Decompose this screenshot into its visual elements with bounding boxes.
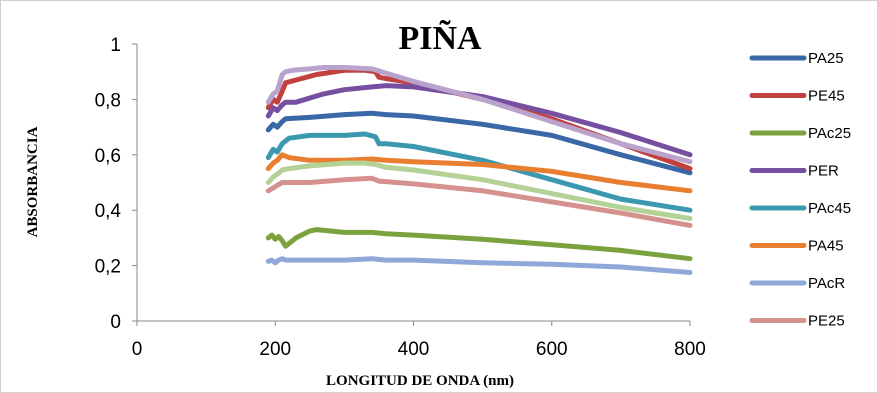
legend: PA25 PE45 PAc25 PER PAc45 PA45 PAcR PE25 xyxy=(749,50,851,330)
y-tick-label: 0,4 xyxy=(95,201,122,222)
series-line-pe25 xyxy=(265,175,693,228)
x-tick-label: 200 xyxy=(259,339,291,360)
series-line-pa25 xyxy=(265,110,693,176)
legend-label-pe25: PE25 xyxy=(808,313,845,330)
x-tick-label: 800 xyxy=(674,339,706,360)
x-tick-label: 600 xyxy=(536,339,568,360)
x-tick-label: 0 xyxy=(132,339,143,360)
legend-label-pac45: PAc45 xyxy=(808,200,851,217)
legend-label-per: PER xyxy=(808,163,839,180)
legend-label-pa25: PA25 xyxy=(808,50,844,67)
series-line-pac25 xyxy=(265,227,693,262)
series-line-pa45 xyxy=(265,152,693,194)
y-tick-label: 0,8 xyxy=(95,90,121,111)
series-line-unlabeled-9 xyxy=(265,65,693,165)
x-tick-label: 400 xyxy=(398,339,430,360)
series-line-pacr xyxy=(265,256,693,275)
series-group xyxy=(265,65,693,275)
legend-label-pe45: PE45 xyxy=(808,88,845,105)
legend-label-pa45: PA45 xyxy=(808,238,844,255)
axes: 0 0,2 0,4 0,6 0,8 1 0 200 400 600 800 xyxy=(95,35,706,360)
y-tick-label: 0,6 xyxy=(95,146,121,167)
y-axis-title: ABSORBANCIA xyxy=(25,126,41,237)
series-line-per xyxy=(265,83,693,158)
x-axis-title: LONGITUD DE ONDA (nm) xyxy=(326,373,514,389)
y-tick-label: 0 xyxy=(110,312,121,333)
series-line-unlabeled-8 xyxy=(265,160,693,221)
legend-label-pacr: PAcR xyxy=(808,275,845,292)
legend-label-pac25: PAc25 xyxy=(808,125,851,142)
chart-title: PIÑA xyxy=(398,20,482,57)
y-tick-label: 0,2 xyxy=(95,257,121,278)
y-tick-label: 1 xyxy=(110,35,121,56)
